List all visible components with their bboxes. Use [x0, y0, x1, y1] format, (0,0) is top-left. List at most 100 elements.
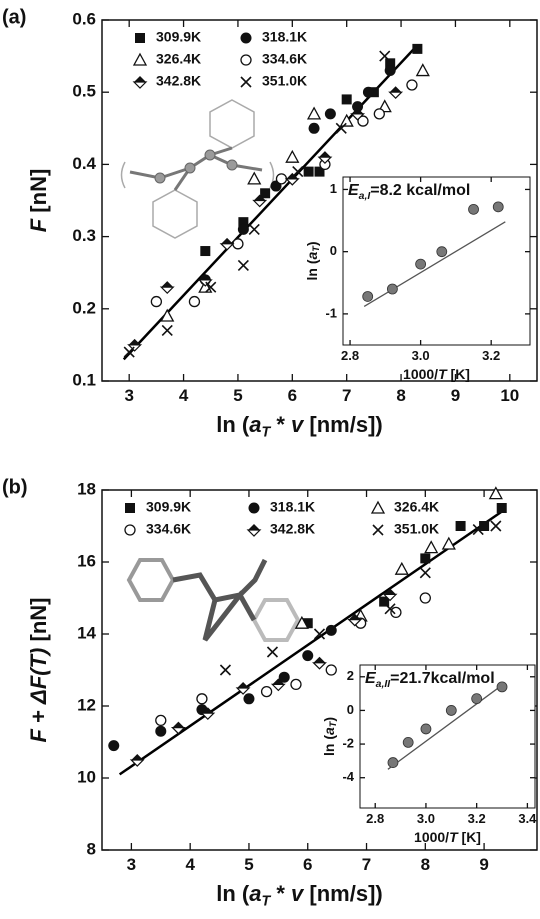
marker	[341, 94, 352, 105]
marker	[275, 173, 288, 185]
x-axis-label-part: v	[291, 881, 305, 906]
x-tick-label: 4	[185, 855, 195, 874]
marker-shape	[247, 171, 262, 185]
legend-label: 309.9K	[146, 499, 191, 515]
annotation-part: a,I	[359, 191, 372, 202]
marker-shape	[313, 628, 326, 640]
molecule-b	[126, 558, 301, 642]
ring	[209, 99, 255, 149]
marker-shape	[123, 346, 135, 358]
marker	[266, 646, 279, 658]
y-axis-label: ln (aT)	[304, 241, 322, 280]
marker	[415, 63, 430, 77]
y-tick-label: 0.2	[72, 298, 96, 317]
x-axis-label-part: [nm/s])	[303, 412, 382, 437]
y-tick-label: 0.3	[72, 226, 96, 245]
marker-shape	[455, 521, 466, 531]
y-tick-label: 2	[347, 668, 354, 683]
marker	[294, 615, 309, 629]
x-tick-label: 3.2	[482, 348, 500, 363]
marker-shape	[108, 740, 120, 752]
marker	[246, 524, 262, 537]
marker-shape	[318, 151, 331, 158]
marker-shape	[424, 540, 439, 554]
marker-shape	[161, 281, 174, 288]
marker	[252, 194, 268, 208]
marker	[314, 166, 325, 177]
x-tick-label: 4	[179, 386, 189, 405]
ring	[251, 598, 301, 642]
marker-shape	[312, 662, 327, 670]
marker	[238, 217, 249, 228]
legend-label: 351.0K	[394, 521, 439, 537]
marker	[159, 281, 175, 294]
y-axis-label: ln (aT)	[321, 717, 339, 756]
marker-shape	[199, 273, 212, 280]
marker-shape	[385, 58, 396, 69]
marker	[372, 524, 384, 536]
marker-shape	[285, 149, 300, 163]
marker-shape	[472, 524, 484, 536]
marker	[436, 246, 448, 258]
inset-background	[343, 177, 530, 345]
marker	[132, 52, 148, 66]
marker	[325, 664, 337, 676]
annotation-part: =21.7kcal/mol	[390, 670, 495, 687]
marker-shape	[419, 592, 431, 604]
marker	[441, 536, 456, 550]
x-tick-label: 5	[244, 855, 253, 874]
y-axis-label-part: a	[321, 727, 337, 735]
marker	[468, 203, 479, 215]
marker	[248, 223, 260, 235]
marker-shape	[362, 86, 374, 98]
marker	[379, 50, 391, 62]
x-axis-label-part: [K]	[447, 366, 470, 382]
marker-shape	[303, 166, 314, 177]
marker-shape	[317, 156, 333, 165]
x-tick-label: 2.8	[366, 811, 384, 826]
x-tick-label: 6	[288, 386, 297, 405]
marker-shape	[248, 502, 260, 514]
marker	[205, 281, 217, 293]
marker	[335, 122, 347, 134]
marker-shape	[129, 759, 145, 767]
x-tick-label: 9	[479, 855, 488, 874]
marker	[357, 115, 369, 127]
marker	[324, 108, 336, 120]
x-axis-label: 1000/T [K]	[414, 829, 481, 845]
y-axis-label-part: +	[26, 704, 51, 729]
marker-shape	[240, 76, 252, 88]
marker-shape	[412, 43, 423, 54]
marker	[200, 246, 211, 257]
marker-shape	[468, 203, 479, 215]
marker-shape	[286, 172, 299, 179]
marker-shape	[372, 524, 384, 536]
x-tick-label: 3	[124, 386, 133, 405]
ring	[126, 558, 176, 602]
marker-shape	[132, 52, 148, 66]
marker	[135, 33, 145, 43]
marker-shape	[386, 283, 398, 295]
ring	[152, 189, 198, 239]
marker-shape	[384, 65, 396, 77]
annotation-part: E	[348, 182, 360, 199]
bond	[172, 558, 268, 603]
marker-shape	[357, 115, 369, 127]
x-axis-label-part: T	[438, 366, 448, 382]
marker-shape	[370, 500, 386, 514]
marker	[170, 721, 186, 735]
x-axis-label-part: T	[262, 424, 272, 440]
marker-shape	[387, 757, 399, 768]
marker-shape	[496, 503, 507, 513]
marker-shape	[237, 682, 250, 688]
marker-shape	[201, 707, 214, 714]
marker-shape	[240, 32, 252, 44]
y-tick-label: -4	[342, 769, 354, 784]
marker-shape	[325, 624, 337, 636]
legend-label: 318.1K	[262, 29, 307, 45]
marker-shape	[150, 295, 163, 308]
marker-shape	[373, 108, 385, 120]
marker-shape	[492, 201, 504, 213]
marker	[150, 295, 163, 308]
marker-shape	[155, 714, 167, 727]
